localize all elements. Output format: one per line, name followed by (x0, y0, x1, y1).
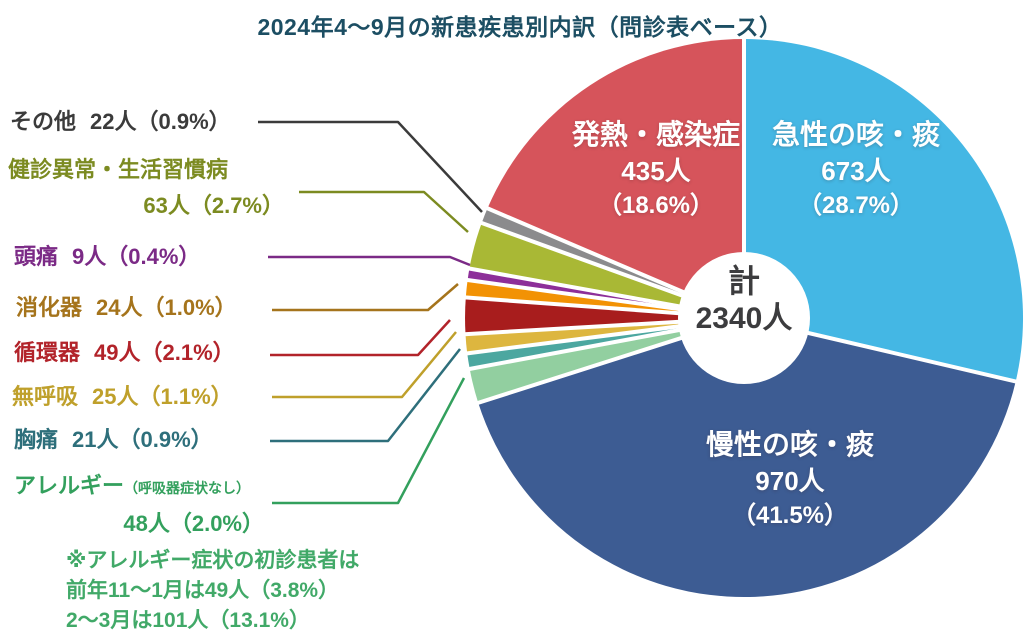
slice-label-fever-infection: 発熱・感染症 435人 （18.6%） (536, 118, 776, 222)
label-chest-count: 21人（0.9%） (72, 427, 213, 452)
label-apnea-name: 無呼吸 (12, 384, 79, 409)
slice-label-fever-count: 435人 (621, 156, 691, 186)
label-digestive-name: 消化器 (16, 295, 83, 320)
footnote-line-3: 2～3月は101人（13.1%） (66, 609, 310, 632)
label-circulatory: 循環器 49人（2.1%） (14, 339, 235, 367)
label-checkup-lifestyle: 健診異常・生活習慣病 63人（2.7%） (8, 156, 284, 220)
slice-label-chronic-pct: （41.5%） (731, 502, 849, 529)
leader-line-circulatory (270, 319, 451, 357)
pie-slice-circulatory (465, 297, 744, 335)
label-circulatory-name: 循環器 (14, 340, 81, 365)
slice-label-chronic-cough: 慢性の咳・痰 970人 （41.5%） (670, 428, 910, 532)
slice-label-acute-cough: 急性の咳・痰 673人 （28.7%） (736, 118, 976, 222)
donut-hole (678, 252, 810, 384)
label-allergy-note: （呼吸器症状なし） (124, 480, 251, 496)
leader-line-allergy (272, 377, 466, 505)
label-chest-pain: 胸痛 21人（0.9%） (14, 426, 213, 454)
slice-label-acute-pct: （28.7%） (797, 192, 915, 219)
label-digestive: 消化器 24人（1.0%） (16, 294, 237, 322)
footnote-line-2: 前年11～1月は49人（3.8%） (66, 579, 340, 602)
total-value: 2340人 (695, 302, 793, 335)
label-circulatory-count: 49人（2.1%） (94, 340, 235, 365)
label-sleep-apnea: 無呼吸 25人（1.1%） (12, 383, 233, 411)
slice-label-chronic-count: 970人 (755, 466, 825, 496)
pie-slice-acute-cough (744, 38, 1024, 382)
total-title: 計 (727, 263, 760, 299)
label-other-name: その他 (10, 109, 77, 134)
leader-line-headache (268, 255, 471, 267)
label-headache: 頭痛 9人（0.4%） (14, 243, 200, 271)
footnote-line-1: ※アレルギー症状の初診患者は (66, 549, 360, 572)
total-label: 計 2340人 (664, 262, 824, 338)
leader-line-chest-pain (270, 348, 461, 443)
slice-label-acute-name: 急性の咳・痰 (771, 119, 940, 150)
pie-slice-fever-infection (487, 39, 744, 318)
label-allergy-name: アレルギー (14, 473, 125, 498)
slice-label-fever-pct: （18.6%） (597, 192, 715, 219)
slice-label-chronic-name: 慢性の咳・痰 (705, 429, 874, 460)
label-checkup-count: 63人（2.7%） (143, 193, 284, 218)
label-other: その他 22人（0.9%） (10, 108, 231, 136)
footnote: ※アレルギー症状の初診患者は 前年11～1月は49人（3.8%） 2～3月は10… (66, 546, 359, 636)
slice-label-acute-count: 673人 (821, 156, 891, 186)
slice-label-fever-name: 発熱・感染症 (571, 119, 740, 150)
pie-slice-chronic-cough (478, 318, 1016, 598)
leader-line-sleep-apnea (272, 331, 457, 399)
label-checkup-name: 健診異常・生活習慣病 (8, 157, 229, 182)
label-apnea-count: 25人（1.1%） (92, 384, 233, 409)
label-allergy-count: 48人（2.0%） (123, 511, 264, 536)
label-other-count: 22人（0.9%） (90, 109, 231, 134)
page-title: 2024年4～9月の新患疾患別内訳（問診表ベース） (257, 14, 783, 40)
label-headache-count: 9人（0.4%） (72, 244, 201, 269)
leader-line-digestive (272, 283, 459, 312)
leader-line-checkup-lifestyle (299, 190, 469, 233)
label-headache-name: 頭痛 (14, 244, 59, 269)
label-digestive-count: 24人（1.0%） (96, 295, 237, 320)
label-allergy: アレルギー（呼吸器症状なし） 48人（2.0%） (14, 472, 264, 538)
label-chest-name: 胸痛 (14, 427, 59, 452)
leader-line-other (258, 120, 483, 213)
